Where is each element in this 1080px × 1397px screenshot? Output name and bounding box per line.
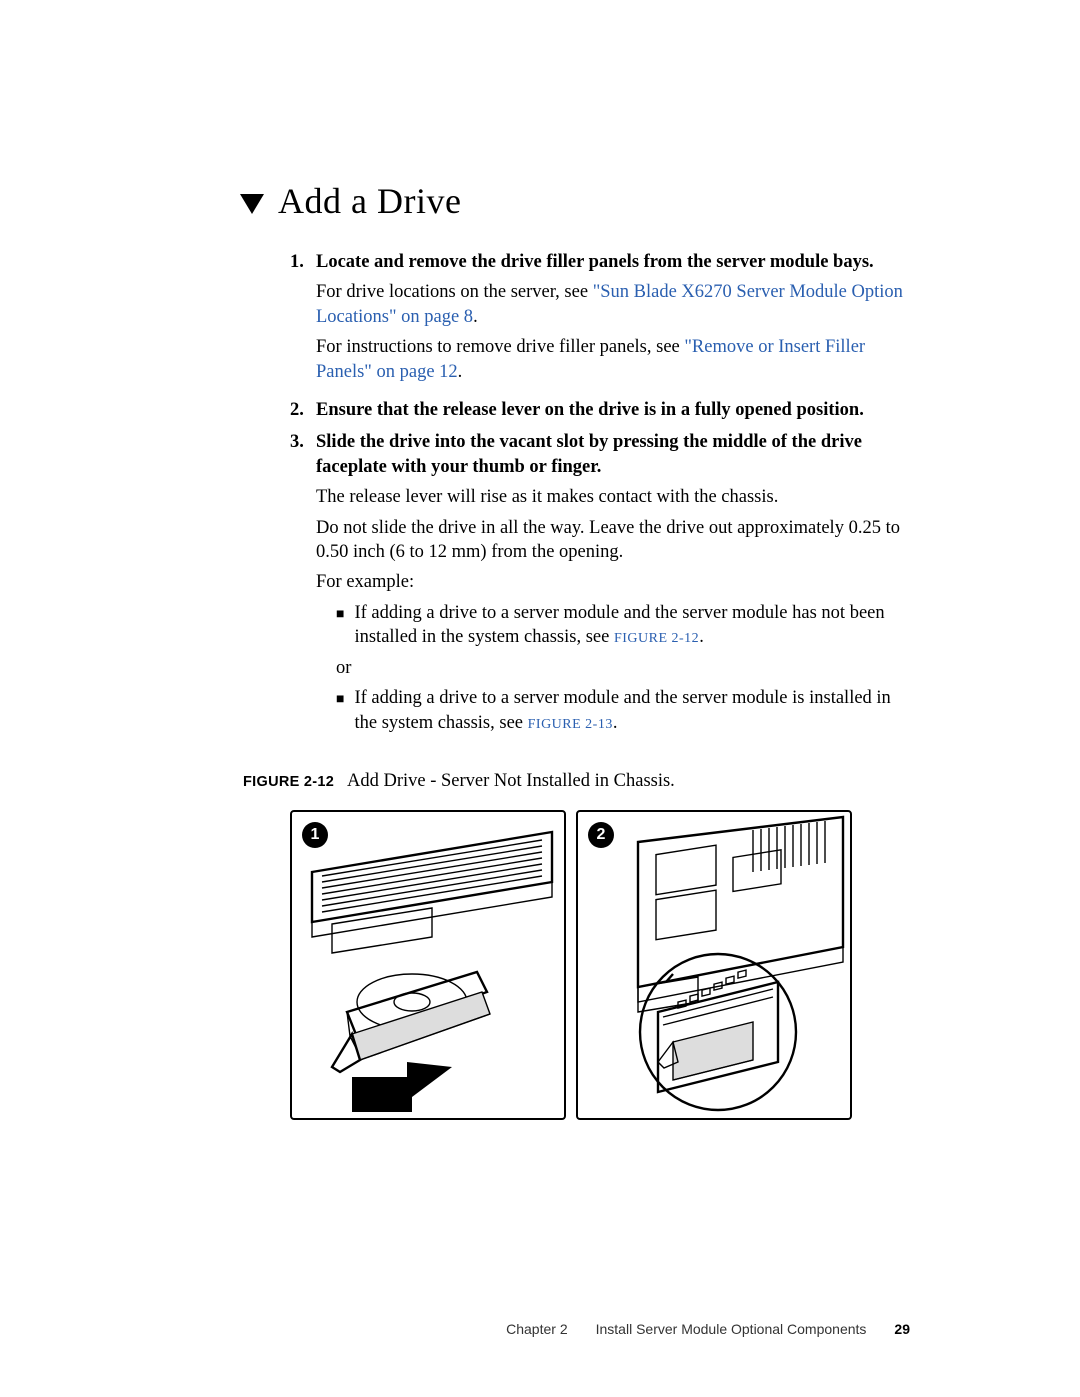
- footer-chapter: Chapter 2: [506, 1321, 567, 1337]
- figure-caption-text: Add Drive - Server Not Installed in Chas…: [347, 771, 675, 791]
- footer-page-number: 29: [894, 1321, 910, 1337]
- section-heading: Add a Drive: [278, 180, 461, 222]
- step-3-p1: The release lever will rise as it makes …: [316, 485, 910, 509]
- step-number: 2.: [290, 398, 308, 422]
- text: .: [458, 362, 463, 382]
- bullet-item: ■ If adding a drive to a server module a…: [336, 686, 910, 735]
- bullet-item: ■ If adding a drive to a server module a…: [336, 601, 910, 650]
- step-number: 1.: [290, 250, 308, 390]
- text: .: [613, 713, 618, 733]
- figure-caption: FIGURE 2-12 Add Drive - Server Not Insta…: [243, 771, 910, 792]
- figure-2-12: 1: [290, 810, 910, 1120]
- figure-ref-link[interactable]: FIGURE 2-13: [528, 717, 613, 732]
- text: If adding a drive to a server module and…: [354, 688, 890, 732]
- text: .: [699, 627, 704, 647]
- page-footer: Chapter 2 Install Server Module Optional…: [506, 1321, 910, 1337]
- step-1-body-2: For instructions to remove drive filler …: [316, 335, 910, 384]
- illustration-server-top: [578, 812, 852, 1120]
- callout-badge: 1: [302, 822, 328, 848]
- step-lead: Slide the drive into the vacant slot by …: [316, 430, 910, 479]
- step-number: 3.: [290, 430, 308, 740]
- step-2: 2. Ensure that the release lever on the …: [290, 398, 910, 422]
- or-text: or: [336, 656, 910, 680]
- step-1-body-1: For drive locations on the server, see "…: [316, 280, 910, 329]
- figure-panel-2: 2: [576, 810, 852, 1120]
- figure-ref-link[interactable]: FIGURE 2-12: [614, 631, 699, 646]
- figure-label: FIGURE 2-12: [243, 774, 334, 790]
- text: For drive locations on the server, see: [316, 282, 593, 302]
- footer-title: Install Server Module Optional Component…: [596, 1321, 867, 1337]
- step-1: 1. Locate and remove the drive filler pa…: [290, 250, 910, 390]
- figure-panel-1: 1: [290, 810, 566, 1120]
- illustration-insert-drive: [292, 812, 566, 1120]
- step-3-p3: For example:: [316, 570, 910, 594]
- step-3: 3. Slide the drive into the vacant slot …: [290, 430, 910, 740]
- bullet-marker-icon: ■: [336, 606, 344, 650]
- step-3-p2: Do not slide the drive in all the way. L…: [316, 516, 910, 565]
- text: For instructions to remove drive filler …: [316, 337, 684, 357]
- step-lead: Locate and remove the drive filler panel…: [316, 250, 910, 274]
- callout-badge: 2: [588, 822, 614, 848]
- bullet-marker-icon: ■: [336, 691, 344, 735]
- text: .: [473, 307, 478, 327]
- step-lead: Ensure that the release lever on the dri…: [316, 398, 910, 422]
- triangle-bullet-icon: [240, 194, 264, 214]
